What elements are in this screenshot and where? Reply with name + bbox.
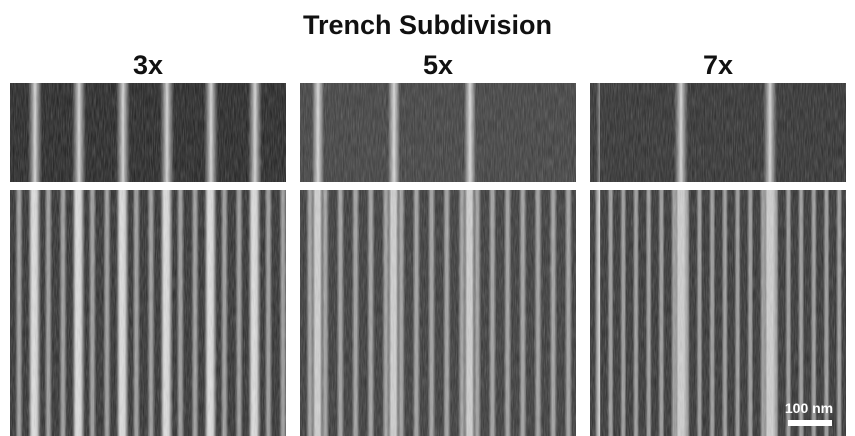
page: Trench Subdivision 3x 5x 7x 100 nm (() =… <box>0 0 855 436</box>
sem-image <box>300 83 576 182</box>
panel-label: 3x <box>98 50 198 81</box>
texture <box>10 83 286 182</box>
scale-bar-label: 100 nm <box>778 400 840 416</box>
sem-image <box>300 190 576 436</box>
sem-image <box>590 83 846 182</box>
panel-label: 7x <box>668 50 768 81</box>
sem-image <box>10 83 286 182</box>
sem-image <box>10 190 286 436</box>
texture <box>300 83 576 182</box>
scale-bar <box>788 420 832 426</box>
texture <box>590 83 846 182</box>
texture <box>10 190 286 436</box>
texture <box>300 190 576 436</box>
panel-label: 5x <box>388 50 488 81</box>
figure-title: Trench Subdivision <box>0 10 855 41</box>
